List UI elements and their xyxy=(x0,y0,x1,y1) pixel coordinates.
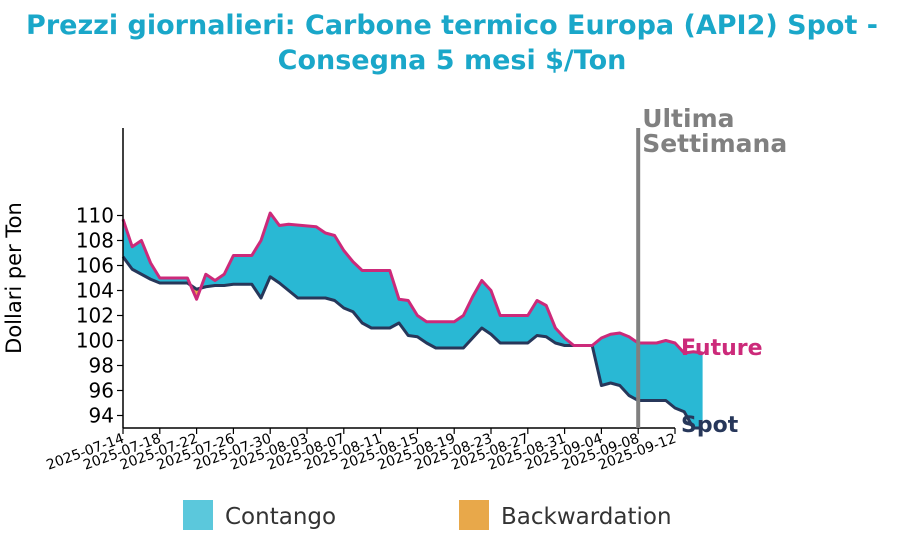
last-week-label: Ultima xyxy=(642,104,734,133)
y-tick-label: 110 xyxy=(76,204,114,228)
contango-area-2 xyxy=(200,213,703,428)
legend-label-backwardation: Backwardation xyxy=(501,504,672,530)
legend: Contango Backwardation xyxy=(183,500,672,530)
series-lines xyxy=(121,211,703,430)
series-line-spot xyxy=(121,255,703,430)
legend-swatch-backwardation xyxy=(459,500,489,530)
y-tick-label: 106 xyxy=(76,254,114,278)
y-tick-label: 102 xyxy=(76,304,114,328)
y-tick-label: 94 xyxy=(89,404,114,428)
contango-area-0 xyxy=(123,219,191,286)
y-axis-label: Dollari per Ton xyxy=(2,202,26,354)
chart-title-line-1: Prezzi giornalieri: Carbone termico Euro… xyxy=(26,10,878,41)
y-tick-label: 108 xyxy=(76,229,114,253)
y-tick-label: 96 xyxy=(89,379,114,403)
chart-title-line-2: Consegna 5 mesi $/Ton xyxy=(278,45,627,76)
chart-title: Prezzi giornalieri: Carbone termico Euro… xyxy=(26,10,878,76)
last-week-label: Settimana xyxy=(642,129,787,158)
spread-areas xyxy=(123,213,703,428)
y-tick-label: 100 xyxy=(76,329,114,353)
future-end-label: Future xyxy=(681,336,763,361)
y-tick-label: 104 xyxy=(76,279,114,303)
y-tick-label: 98 xyxy=(89,354,114,378)
spot-end-label: Spot xyxy=(681,413,739,438)
legend-swatch-contango xyxy=(183,500,213,530)
series-line-future xyxy=(121,211,703,355)
legend-label-contango: Contango xyxy=(225,504,336,530)
